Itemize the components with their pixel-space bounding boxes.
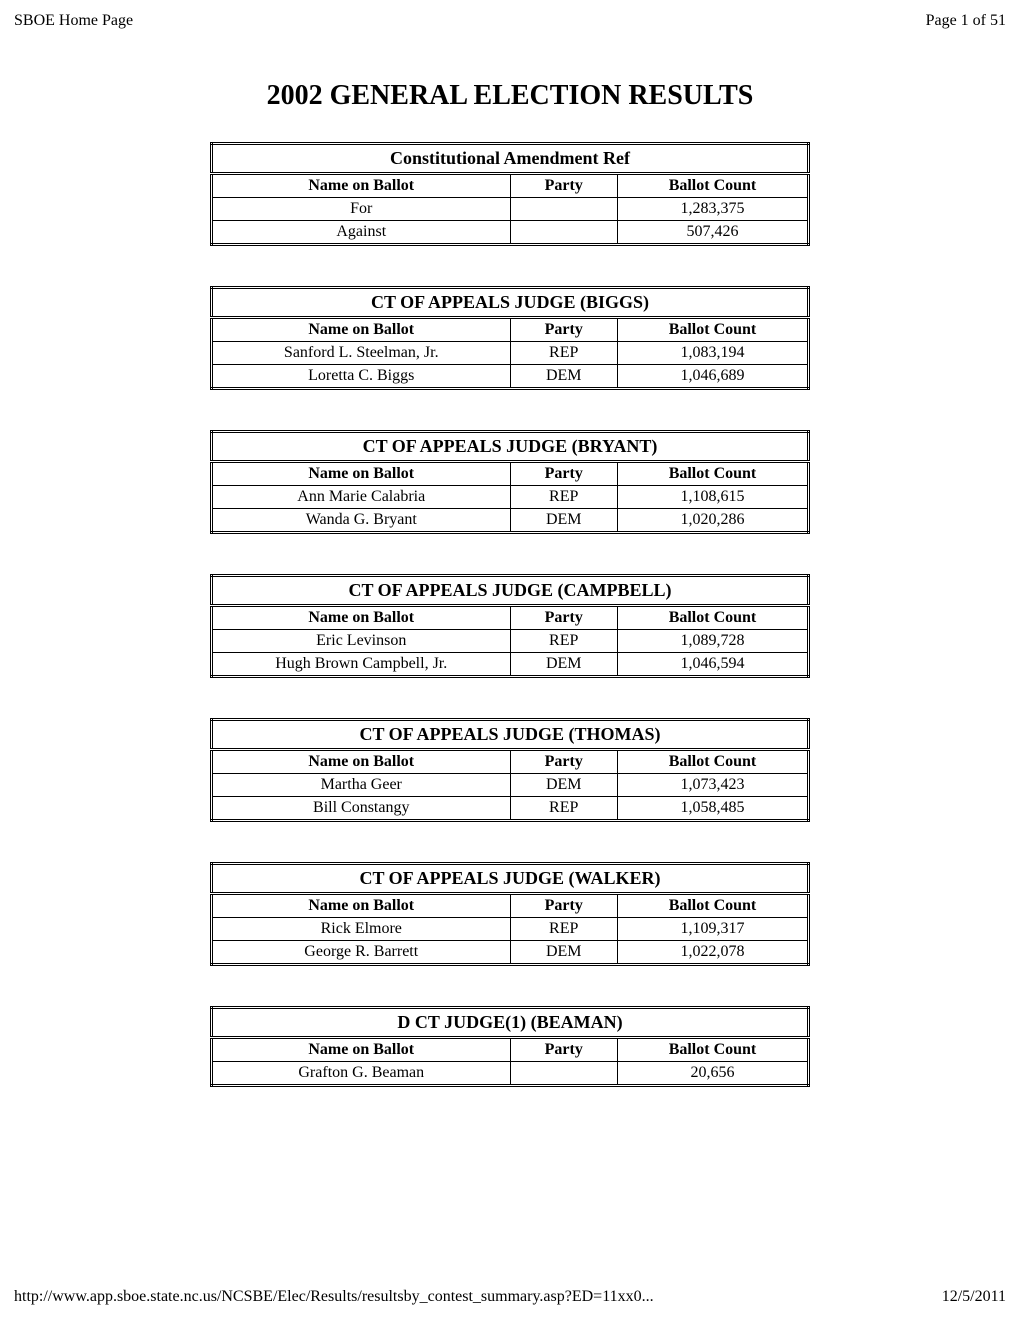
results-table: Constitutional Amendment RefName on Ball…: [210, 142, 810, 246]
cell-party: [510, 221, 617, 245]
table-row: Rick ElmoreREP1,109,317: [212, 918, 809, 941]
cell-count: 1,283,375: [617, 198, 808, 221]
header-left: SBOE Home Page: [14, 12, 133, 30]
table-title: CT OF APPEALS JUDGE (BRYANT): [212, 432, 809, 462]
cell-party: REP: [510, 342, 617, 365]
header-right: Page 1 of 51: [926, 12, 1006, 30]
column-header-count: Ballot Count: [617, 894, 808, 918]
table-title: CT OF APPEALS JUDGE (CAMPBELL): [212, 576, 809, 606]
cell-count: 20,656: [617, 1062, 808, 1086]
cell-count: 1,109,317: [617, 918, 808, 941]
column-header-name: Name on Ballot: [212, 174, 511, 198]
table-row: For 1,283,375: [212, 198, 809, 221]
table-row: Hugh Brown Campbell, Jr.DEM1,046,594: [212, 653, 809, 677]
table-row: Sanford L. Steelman, Jr.REP1,083,194: [212, 342, 809, 365]
footer-date: 12/5/2011: [942, 1288, 1006, 1306]
results-table: CT OF APPEALS JUDGE (CAMPBELL)Name on Ba…: [210, 574, 810, 678]
cell-party: [510, 1062, 617, 1086]
table-row: Ann Marie CalabriaREP1,108,615: [212, 486, 809, 509]
table-title: CT OF APPEALS JUDGE (BIGGS): [212, 288, 809, 318]
cell-count: 1,073,423: [617, 774, 808, 797]
cell-name: Ann Marie Calabria: [212, 486, 511, 509]
column-header-count: Ballot Count: [617, 1038, 808, 1062]
cell-party: REP: [510, 797, 617, 821]
cell-count: 1,046,594: [617, 653, 808, 677]
cell-name: Hugh Brown Campbell, Jr.: [212, 653, 511, 677]
column-header-name: Name on Ballot: [212, 606, 511, 630]
results-table: CT OF APPEALS JUDGE (WALKER)Name on Ball…: [210, 862, 810, 966]
column-header-party: Party: [510, 462, 617, 486]
cell-party: DEM: [510, 365, 617, 389]
table-row: Against 507,426: [212, 221, 809, 245]
column-header-name: Name on Ballot: [212, 318, 511, 342]
column-header-name: Name on Ballot: [212, 894, 511, 918]
results-table: CT OF APPEALS JUDGE (BIGGS)Name on Ballo…: [210, 286, 810, 390]
cell-party: DEM: [510, 941, 617, 965]
table-title: CT OF APPEALS JUDGE (THOMAS): [212, 720, 809, 750]
column-header-count: Ballot Count: [617, 750, 808, 774]
cell-name: Sanford L. Steelman, Jr.: [212, 342, 511, 365]
page-title: 2002 GENERAL ELECTION RESULTS: [0, 80, 1020, 112]
footer: http://www.app.sboe.state.nc.us/NCSBE/El…: [14, 1288, 1006, 1306]
cell-count: 1,089,728: [617, 630, 808, 653]
footer-url: http://www.app.sboe.state.nc.us/NCSBE/El…: [14, 1288, 654, 1306]
results-table: D CT JUDGE(1) (BEAMAN)Name on BallotPart…: [210, 1006, 810, 1087]
cell-party: DEM: [510, 653, 617, 677]
cell-count: 1,020,286: [617, 509, 808, 533]
column-header-party: Party: [510, 894, 617, 918]
cell-party: REP: [510, 486, 617, 509]
cell-name: Loretta C. Biggs: [212, 365, 511, 389]
cell-count: 1,046,689: [617, 365, 808, 389]
table-row: Wanda G. BryantDEM1,020,286: [212, 509, 809, 533]
cell-party: [510, 198, 617, 221]
cell-count: 1,083,194: [617, 342, 808, 365]
cell-name: Bill Constangy: [212, 797, 511, 821]
table-row: Loretta C. BiggsDEM1,046,689: [212, 365, 809, 389]
cell-count: 1,058,485: [617, 797, 808, 821]
cell-party: DEM: [510, 509, 617, 533]
table-title: Constitutional Amendment Ref: [212, 144, 809, 174]
cell-name: Grafton G. Beaman: [212, 1062, 511, 1086]
results-table: CT OF APPEALS JUDGE (THOMAS)Name on Ball…: [210, 718, 810, 822]
column-header-party: Party: [510, 750, 617, 774]
content: 2002 GENERAL ELECTION RESULTS Constituti…: [0, 0, 1020, 1187]
cell-party: REP: [510, 918, 617, 941]
column-header-party: Party: [510, 318, 617, 342]
cell-name: Eric Levinson: [212, 630, 511, 653]
cell-name: Against: [212, 221, 511, 245]
column-header-name: Name on Ballot: [212, 462, 511, 486]
cell-count: 507,426: [617, 221, 808, 245]
cell-name: Wanda G. Bryant: [212, 509, 511, 533]
table-row: Eric LevinsonREP1,089,728: [212, 630, 809, 653]
table-row: Grafton G. Beaman 20,656: [212, 1062, 809, 1086]
column-header-count: Ballot Count: [617, 174, 808, 198]
table-row: Martha GeerDEM1,073,423: [212, 774, 809, 797]
column-header-party: Party: [510, 174, 617, 198]
results-table: CT OF APPEALS JUDGE (BRYANT)Name on Ball…: [210, 430, 810, 534]
cell-name: George R. Barrett: [212, 941, 511, 965]
page: SBOE Home Page Page 1 of 51 2002 GENERAL…: [0, 0, 1020, 1320]
column-header-party: Party: [510, 1038, 617, 1062]
table-row: Bill ConstangyREP1,058,485: [212, 797, 809, 821]
table-title: D CT JUDGE(1) (BEAMAN): [212, 1008, 809, 1038]
column-header-name: Name on Ballot: [212, 750, 511, 774]
cell-count: 1,022,078: [617, 941, 808, 965]
table-title: CT OF APPEALS JUDGE (WALKER): [212, 864, 809, 894]
cell-party: REP: [510, 630, 617, 653]
table-row: George R. BarrettDEM1,022,078: [212, 941, 809, 965]
column-header-count: Ballot Count: [617, 606, 808, 630]
cell-party: DEM: [510, 774, 617, 797]
tables-container: Constitutional Amendment RefName on Ball…: [0, 142, 1020, 1087]
cell-name: For: [212, 198, 511, 221]
cell-count: 1,108,615: [617, 486, 808, 509]
cell-name: Rick Elmore: [212, 918, 511, 941]
column-header-count: Ballot Count: [617, 462, 808, 486]
column-header-count: Ballot Count: [617, 318, 808, 342]
column-header-party: Party: [510, 606, 617, 630]
column-header-name: Name on Ballot: [212, 1038, 511, 1062]
cell-name: Martha Geer: [212, 774, 511, 797]
